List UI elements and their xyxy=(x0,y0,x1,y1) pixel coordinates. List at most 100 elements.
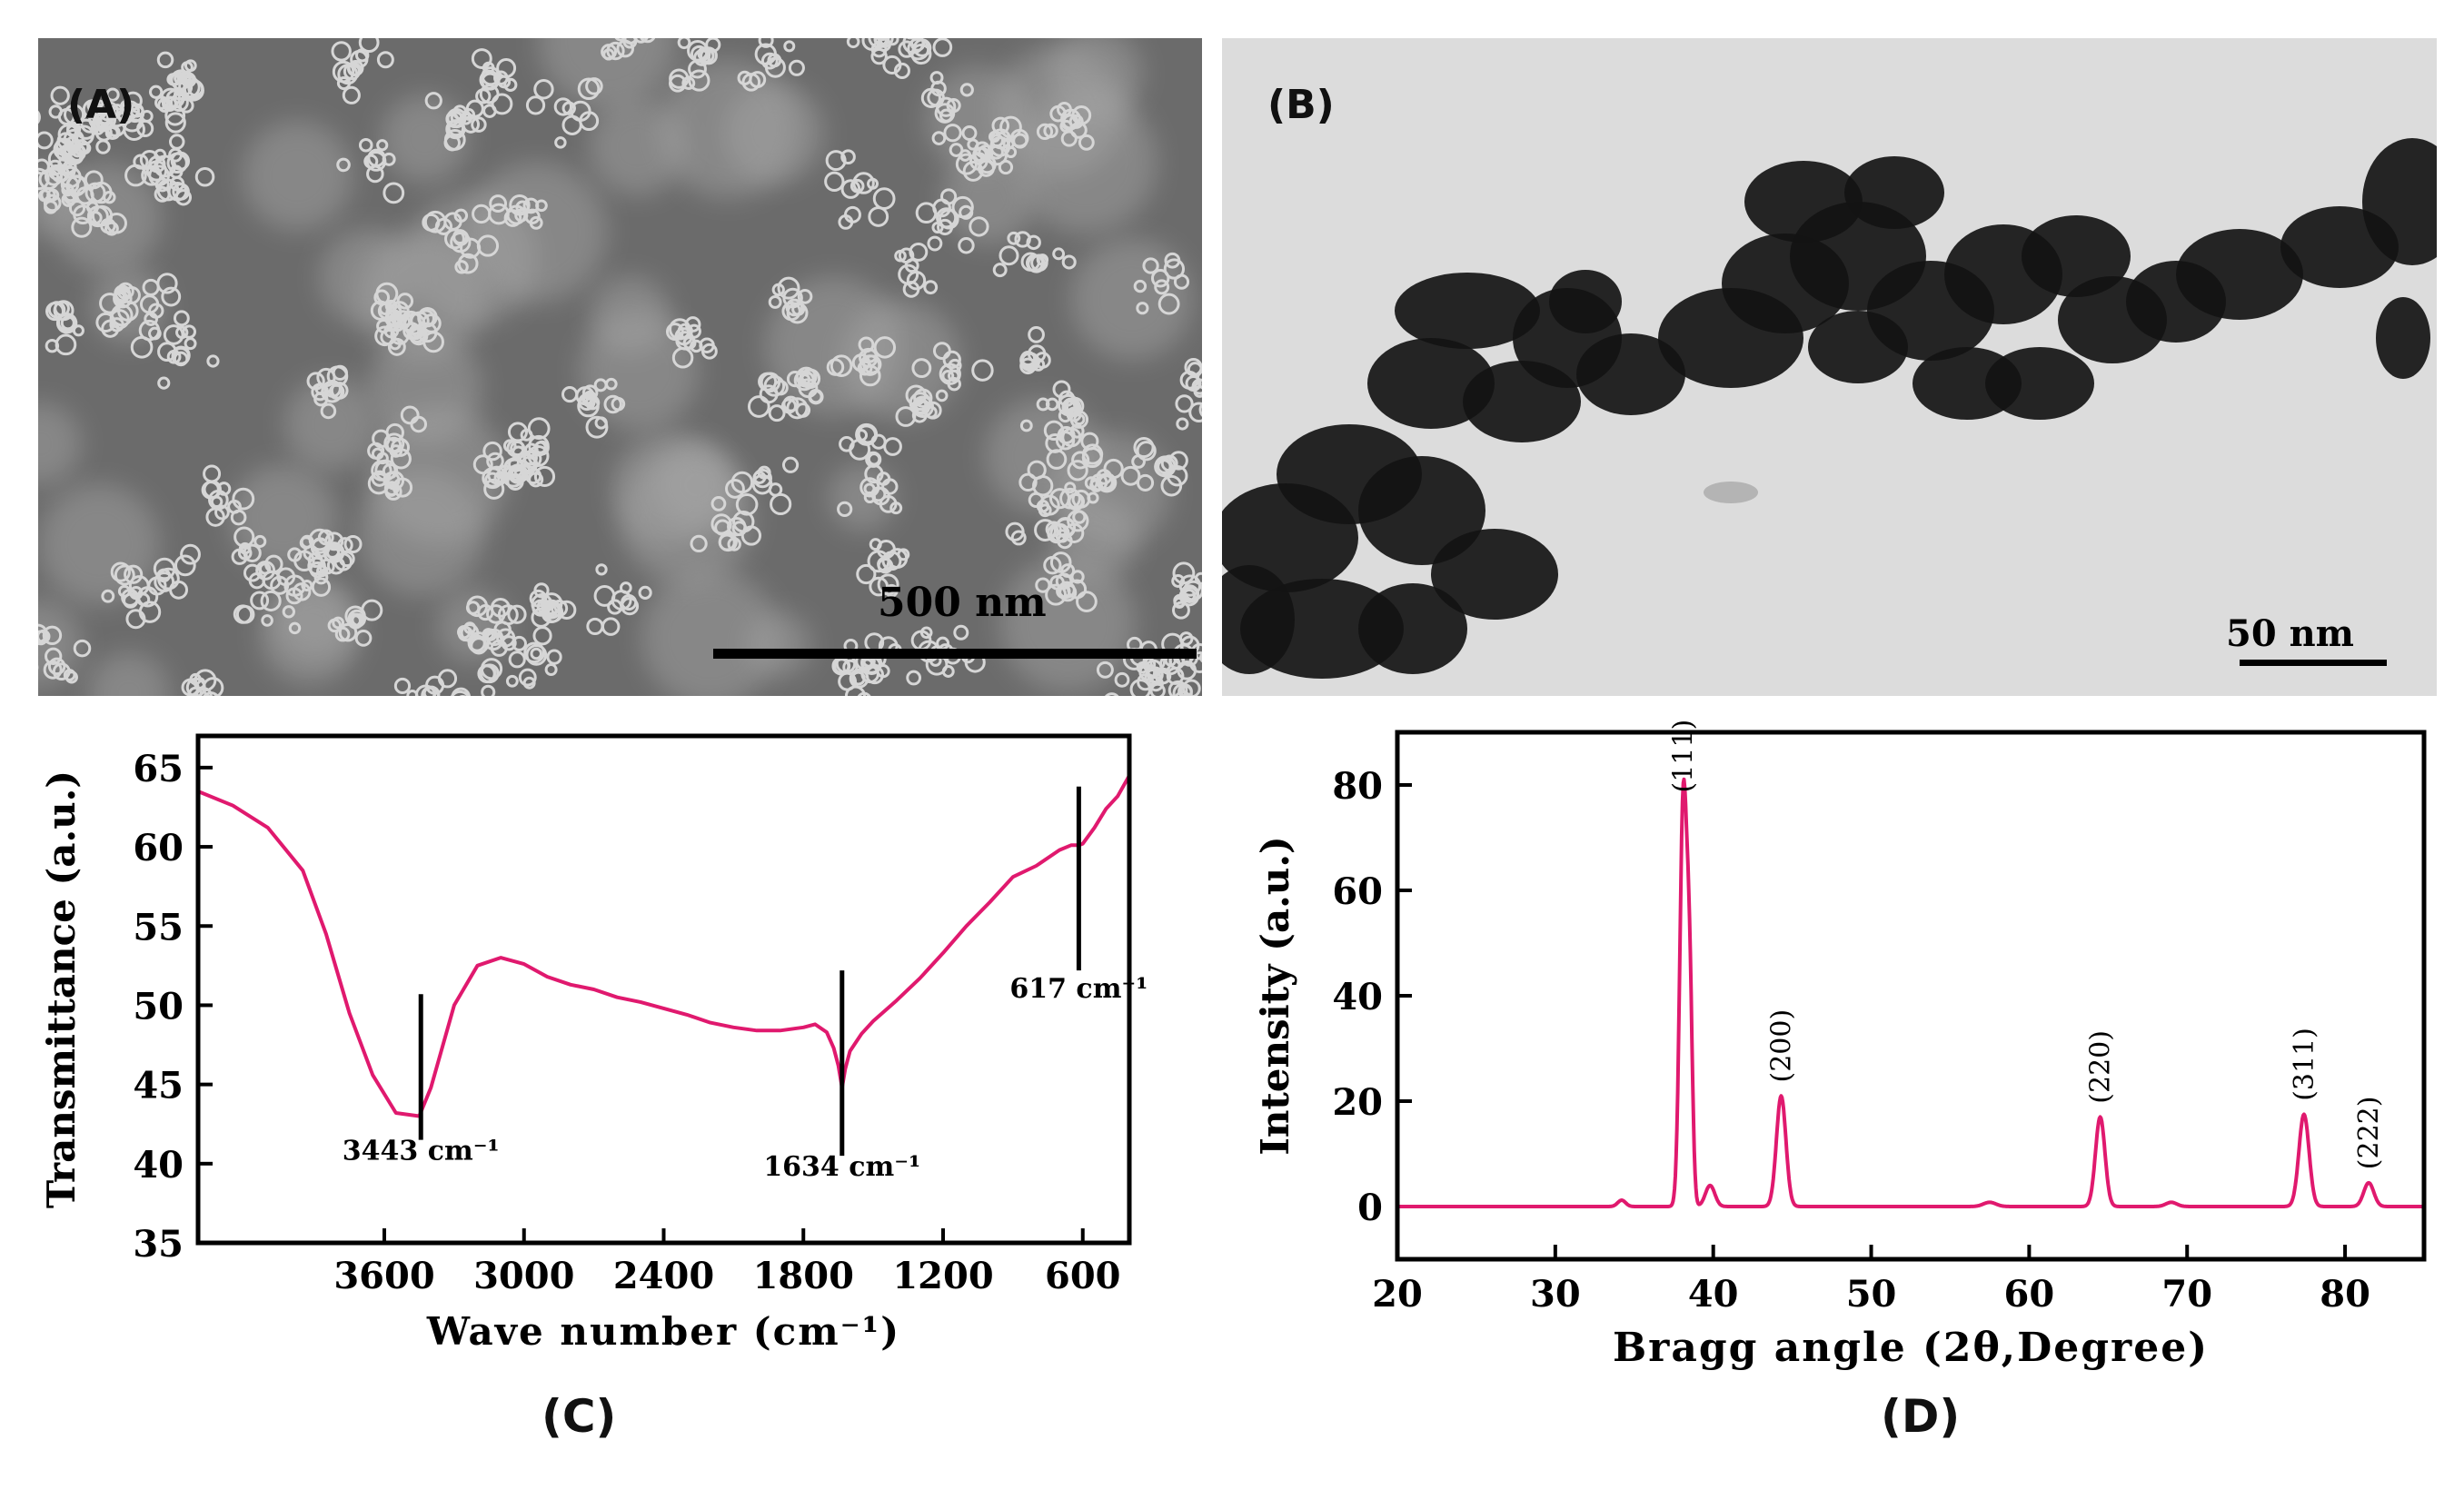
sem-image: (A) 500 nm xyxy=(38,38,1202,696)
x-tick-label: 2400 xyxy=(613,1255,714,1297)
sem-particle-cluster xyxy=(665,316,718,369)
sem-particle-cluster xyxy=(561,377,626,439)
sem-particle-cluster xyxy=(669,38,721,93)
y-tick-label: 40 xyxy=(1332,976,1383,1018)
sem-haze xyxy=(1070,238,1193,361)
sem-particle-cluster xyxy=(915,188,989,254)
sem-particle-cluster xyxy=(1019,410,1099,480)
x-axis-label: Wave number (cm⁻¹) xyxy=(426,1309,900,1354)
sem-particle-cluster xyxy=(71,181,127,238)
tem-particle xyxy=(1222,565,1295,674)
sem-particle-cluster xyxy=(424,92,487,152)
sem-particle-cluster xyxy=(327,599,383,647)
sem-particle-cluster xyxy=(525,77,603,149)
y-tick-label: 60 xyxy=(1332,870,1383,913)
sem-haze xyxy=(242,120,353,231)
tem-particle xyxy=(1576,333,1685,415)
sem-haze xyxy=(38,483,160,605)
sem-particle-cluster xyxy=(331,38,394,104)
sem-particle-cluster xyxy=(1131,436,1188,497)
sem-particle-cluster xyxy=(1171,561,1202,620)
y-tick-label: 45 xyxy=(133,1065,184,1108)
sem-particle-cluster xyxy=(124,148,184,193)
sem-particle-cluster xyxy=(1096,636,1172,696)
sem-particle-cluster xyxy=(465,48,518,118)
x-tick-label: 1800 xyxy=(753,1255,854,1297)
x-tick-label: 3000 xyxy=(473,1255,574,1297)
x-tick-label: 600 xyxy=(1045,1255,1121,1297)
y-tick-label: 65 xyxy=(133,748,184,790)
sem-particle-cluster xyxy=(181,669,224,696)
sem-particle-cluster xyxy=(508,626,562,690)
tem-particle xyxy=(2362,138,2437,265)
sem-particle-cluster xyxy=(140,89,189,150)
sem-haze xyxy=(659,59,799,199)
sem-scale-text: 500 nm xyxy=(878,580,1047,626)
panel-a-label: (A) xyxy=(67,82,135,128)
sem-particle-cluster xyxy=(130,319,220,390)
sem-haze xyxy=(641,569,780,696)
sem-particle-cluster xyxy=(870,38,953,85)
x-tick-label: 70 xyxy=(2161,1273,2212,1316)
sem-particle-cluster xyxy=(380,293,444,353)
x-tick-label: 1200 xyxy=(892,1255,993,1297)
sem-particle-cluster xyxy=(95,282,139,333)
panel-b-label: (B) xyxy=(1267,82,1335,128)
y-tick-label: 40 xyxy=(133,1144,184,1187)
sem-particle-cluster xyxy=(233,570,312,635)
ftir-spectrum-line xyxy=(197,774,1131,1118)
miller-index-label: (200) xyxy=(1765,1009,1797,1083)
sem-particle-cluster xyxy=(586,563,652,636)
tem-particle xyxy=(1367,338,1495,429)
sem-particle-cluster xyxy=(992,231,1077,278)
sem-particle-cluster xyxy=(851,336,897,387)
y-tick-label: 50 xyxy=(133,985,184,1028)
tem-particle xyxy=(2376,297,2430,379)
x-tick-label: 3600 xyxy=(333,1255,434,1297)
y-tick-label: 80 xyxy=(1332,765,1383,808)
tem-scale-text: 50 nm xyxy=(2226,612,2354,655)
sem-particle-cluster xyxy=(201,464,255,527)
sem-particle-cluster xyxy=(737,38,805,92)
sem-haze xyxy=(579,310,700,431)
sem-particle-cluster xyxy=(308,528,363,579)
miller-index-label: (222) xyxy=(2353,1097,2385,1170)
peak-annotation: 3443 cm⁻¹ xyxy=(343,1136,500,1167)
tem-image: (B) 50 nm xyxy=(1222,38,2437,696)
sem-particle-cluster xyxy=(393,669,471,696)
tem-particle xyxy=(1395,273,1540,349)
tem-thin-region xyxy=(1704,482,1758,503)
tem-particle xyxy=(1431,529,1558,620)
sem-particle-cluster xyxy=(894,235,943,298)
x-tick-label: 80 xyxy=(2320,1273,2370,1316)
sem-particle-cluster xyxy=(824,149,896,230)
y-tick-label: 55 xyxy=(133,906,184,949)
sem-particle-cluster xyxy=(895,384,949,427)
sem-particle-cluster xyxy=(1067,443,1141,509)
x-tick-label: 60 xyxy=(2004,1273,2055,1316)
y-tick-label: 20 xyxy=(1332,1081,1383,1124)
miller-index-label: (311) xyxy=(2289,1028,2320,1101)
sem-particle-cluster xyxy=(1019,325,1051,375)
peak-annotation: 617 cm⁻¹ xyxy=(1009,973,1148,1005)
sem-particle-cluster xyxy=(124,543,201,608)
x-tick-label: 50 xyxy=(1846,1273,1897,1316)
sem-particle-cluster xyxy=(484,445,550,488)
sem-haze xyxy=(38,402,82,485)
sem-particle-cluster xyxy=(45,300,84,356)
sem-particle-cluster xyxy=(1034,487,1089,575)
sem-particle-cluster xyxy=(601,38,656,61)
sem-particle-cluster xyxy=(1035,563,1098,612)
sem-particle-cluster xyxy=(450,628,519,696)
tem-particle xyxy=(1358,583,1467,674)
sem-particle-cluster xyxy=(1133,252,1190,315)
tem-particle xyxy=(2176,229,2303,320)
x-axis-label: Bragg angle (2θ,Degree) xyxy=(1613,1325,2209,1371)
ftir-chart: 35 40 45 50 55 60 65 3600 3000 2400 1800 1200 600 344… xyxy=(39,733,1148,1354)
y-axis-label: Transmittance (a.u.) xyxy=(39,770,84,1208)
sem-particle-cluster xyxy=(336,137,405,204)
plot-frame xyxy=(195,733,1132,1246)
sem-particle-cluster xyxy=(306,364,349,420)
sem-particle-cluster xyxy=(837,463,903,518)
